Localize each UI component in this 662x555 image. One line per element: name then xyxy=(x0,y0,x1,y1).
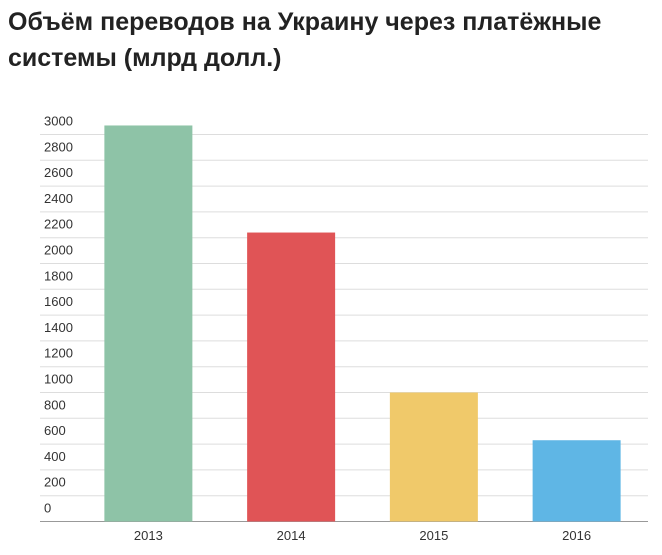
y-tick-label: 800 xyxy=(44,397,66,412)
x-tick-label: 2015 xyxy=(419,528,448,543)
y-tick-label: 2800 xyxy=(44,139,73,154)
y-tick-label: 400 xyxy=(44,449,66,464)
y-tick-label: 2600 xyxy=(44,165,73,180)
x-tick-label: 2016 xyxy=(562,528,591,543)
bar xyxy=(104,125,193,522)
bar xyxy=(389,392,478,522)
x-tick-label: 2014 xyxy=(277,528,306,543)
bar xyxy=(532,440,621,522)
y-tick-label: 0 xyxy=(44,501,51,516)
x-tick-label: 2013 xyxy=(134,528,163,543)
bar xyxy=(247,232,336,522)
y-tick-label: 1000 xyxy=(44,372,73,387)
y-tick-label: 3000 xyxy=(44,114,73,129)
y-tick-label: 2400 xyxy=(44,191,73,206)
y-tick-label: 1800 xyxy=(44,268,73,283)
y-tick-label: 600 xyxy=(44,423,66,438)
y-tick-label: 1600 xyxy=(44,294,73,309)
y-tick-label: 2000 xyxy=(44,243,73,258)
y-tick-label: 2200 xyxy=(44,217,73,232)
chart-title: Объём переводов на Украину через платёжн… xyxy=(8,8,602,72)
y-tick-label: 200 xyxy=(44,475,66,490)
y-tick-label: 1400 xyxy=(44,320,73,335)
y-tick-label: 1200 xyxy=(44,346,73,361)
